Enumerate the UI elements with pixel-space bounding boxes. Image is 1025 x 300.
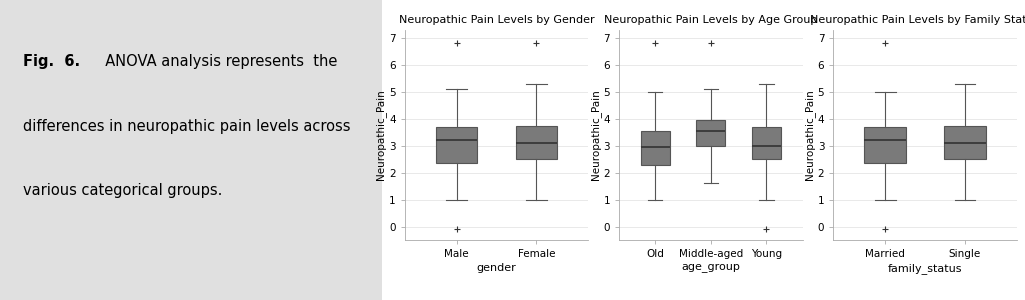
X-axis label: gender: gender bbox=[477, 263, 517, 273]
Title: Neuropathic Pain Levels by Family Status: Neuropathic Pain Levels by Family Status bbox=[811, 15, 1025, 25]
Text: differences in neuropathic pain levels across: differences in neuropathic pain levels a… bbox=[23, 118, 351, 134]
Title: Neuropathic Pain Levels by Gender: Neuropathic Pain Levels by Gender bbox=[399, 15, 594, 25]
PathPatch shape bbox=[752, 127, 781, 159]
PathPatch shape bbox=[944, 126, 986, 159]
Y-axis label: Neuropathic_Pain: Neuropathic_Pain bbox=[589, 90, 601, 180]
X-axis label: age_group: age_group bbox=[682, 263, 740, 273]
Y-axis label: Neuropathic_Pain: Neuropathic_Pain bbox=[804, 90, 815, 180]
PathPatch shape bbox=[864, 127, 906, 163]
PathPatch shape bbox=[641, 131, 669, 165]
X-axis label: family_status: family_status bbox=[888, 263, 962, 274]
PathPatch shape bbox=[516, 126, 558, 159]
Title: Neuropathic Pain Levels by Age Group: Neuropathic Pain Levels by Age Group bbox=[604, 15, 818, 25]
Text: ANOVA analysis represents  the: ANOVA analysis represents the bbox=[95, 54, 337, 69]
PathPatch shape bbox=[436, 127, 478, 163]
Text: various categorical groups.: various categorical groups. bbox=[23, 183, 222, 198]
Y-axis label: Neuropathic_Pain: Neuropathic_Pain bbox=[375, 90, 386, 180]
PathPatch shape bbox=[696, 120, 726, 146]
Text: Fig.  6.: Fig. 6. bbox=[23, 54, 80, 69]
